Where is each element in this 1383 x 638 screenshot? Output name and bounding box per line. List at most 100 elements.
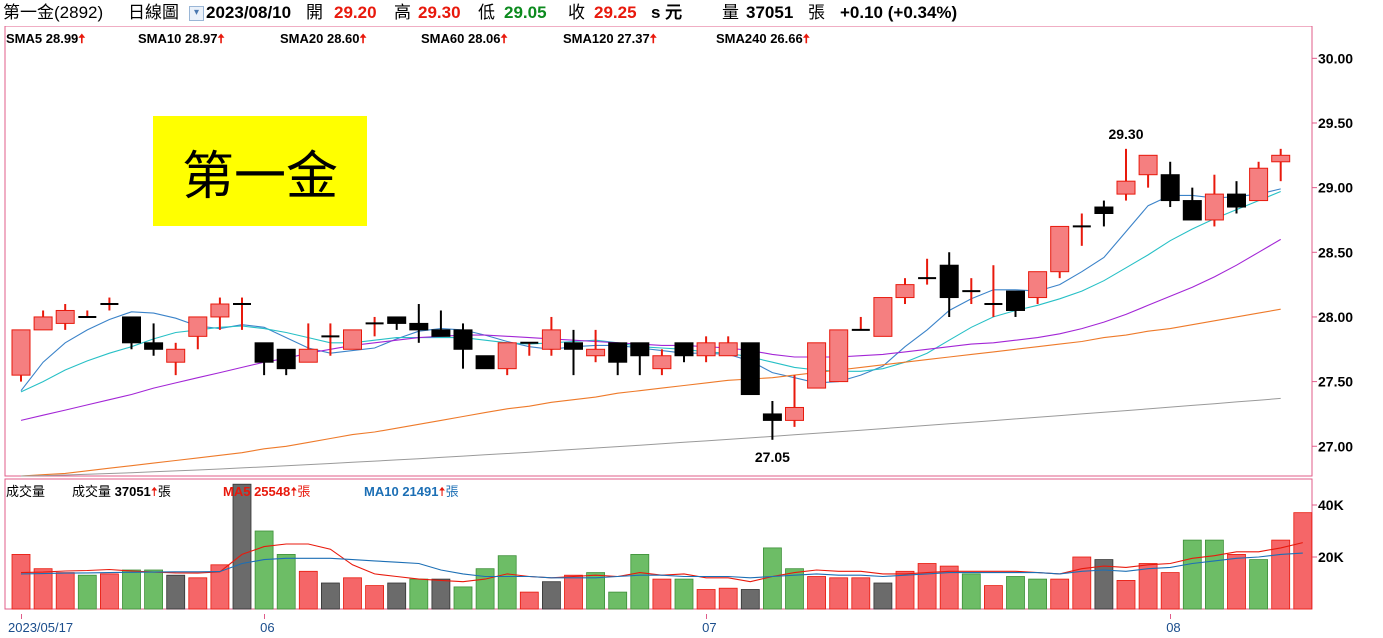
candle: [122, 316, 141, 350]
price-tick-label: 30.00: [1318, 50, 1353, 66]
period-dropdown-icon[interactable]: ▾: [189, 6, 204, 21]
volume-bar: [232, 483, 252, 610]
volume-bar: [873, 582, 893, 610]
candle: [939, 252, 959, 317]
volume-bar: [807, 576, 826, 610]
candle: [1204, 174, 1224, 227]
candle: [851, 316, 870, 331]
candle: [144, 323, 164, 356]
candle: [298, 323, 318, 363]
volume-bar: [1160, 572, 1180, 610]
candle-body: [807, 342, 827, 389]
date-tick-mark: [21, 614, 22, 619]
volume-bar: [564, 574, 583, 610]
ma5-legend: MA5 25548🠅張: [223, 484, 311, 499]
price-tick-label: 29.50: [1318, 115, 1353, 131]
candle: [100, 297, 119, 311]
candle: [541, 316, 561, 356]
volume-bar: [586, 572, 605, 610]
candle-body: [652, 355, 672, 370]
volume-bar: [343, 577, 362, 610]
low-value: 29.05: [504, 3, 547, 22]
candle: [387, 316, 407, 330]
candle-body: [33, 316, 53, 331]
price-tick-label: 28.00: [1318, 309, 1353, 325]
volume-bar: [122, 569, 141, 610]
candle: [210, 297, 230, 330]
price-annotation: 27.05: [755, 449, 790, 465]
candle: [564, 329, 583, 376]
candle: [1006, 290, 1025, 317]
candle-body: [1006, 290, 1025, 311]
sma120-legend: SMA120 27.37🠅: [563, 31, 657, 46]
candle: [1227, 181, 1246, 214]
volume-bar: [984, 585, 1003, 610]
price-change: +0.10 (+0.34%): [840, 3, 958, 22]
candle: [321, 323, 340, 356]
volume-bar: [497, 555, 517, 610]
volume-legend: 成交量 37051🠅張: [72, 484, 171, 499]
candle-body: [1249, 167, 1269, 202]
candle: [233, 297, 251, 330]
candle-body: [1050, 225, 1070, 273]
candle: [497, 342, 517, 376]
volume-bar: [939, 565, 959, 610]
candle: [740, 342, 760, 396]
candle: [696, 336, 716, 363]
date-tick-label: 06: [260, 620, 275, 635]
sma10-legend: SMA10 28.97🠅: [138, 31, 225, 46]
stock-name: 第一金(2892): [3, 3, 104, 22]
candle: [453, 323, 473, 369]
candle-body: [630, 342, 650, 357]
candle-body: [431, 329, 451, 337]
candle: [409, 304, 429, 343]
candle: [166, 342, 186, 376]
volume-bar: [144, 569, 164, 610]
volume-bar: [188, 577, 208, 610]
volume-bar: [100, 573, 119, 610]
volume-label: 量: [722, 3, 739, 22]
price-plot-frame: [4, 26, 1313, 477]
candle: [873, 297, 893, 337]
candle-body: [895, 284, 915, 299]
volume-chart[interactable]: 40K 20K: [0, 477, 1383, 614]
period-label: 日線圖: [128, 3, 179, 22]
volume-bar: [453, 586, 473, 610]
candle-body: [210, 303, 230, 318]
volume-value: 37051: [746, 3, 794, 22]
price-tick-label: 28.50: [1318, 244, 1353, 260]
candle-body: [1227, 193, 1246, 208]
candle-body: [740, 342, 760, 396]
candle: [254, 342, 274, 376]
volume-bar: [365, 585, 385, 610]
candle-body: [718, 342, 738, 357]
candle: [1138, 154, 1158, 188]
candle: [895, 278, 915, 305]
quote-date: 2023/08/10: [206, 3, 292, 22]
volume-bar: [276, 554, 296, 610]
candle: [1271, 148, 1291, 182]
volume-bar: [696, 589, 716, 610]
volume-bar: [1006, 576, 1025, 610]
candle: [520, 341, 539, 356]
open-value: 29.20: [334, 3, 377, 22]
candle-body: [1204, 193, 1224, 221]
open-label: 開: [306, 3, 323, 22]
volume-bar: [387, 582, 407, 610]
candle-body: [785, 406, 804, 421]
volume-bar: [851, 577, 871, 610]
volume-bar: [542, 581, 561, 610]
candle-body: [298, 348, 318, 363]
candle-body: [608, 342, 628, 363]
volume-bar: [409, 578, 429, 610]
price-chart[interactable]: 30.00 29.50 29.00 28.50 28.00 27.50 27.00 29.30…: [0, 26, 1383, 477]
volume-bar: [1293, 512, 1313, 610]
candle: [829, 329, 849, 383]
candle-body: [541, 329, 561, 350]
volume-tick-label: 40K: [1318, 497, 1344, 513]
candle: [33, 310, 53, 331]
sma20-legend: SMA20 28.60🠅: [280, 31, 367, 46]
volume-bar: [519, 591, 539, 610]
candle: [475, 355, 495, 370]
candle: [188, 316, 208, 350]
